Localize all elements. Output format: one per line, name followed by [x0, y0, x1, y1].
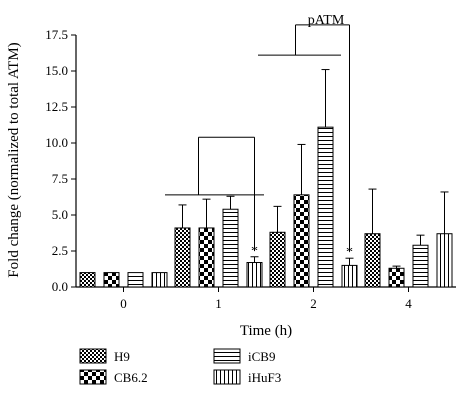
x-tick-label: 2 [310, 296, 317, 311]
bar-icb9-1 [222, 208, 239, 288]
bar-h9-1 [174, 227, 191, 288]
x-tick-label: 4 [405, 296, 412, 311]
bar-h9-4 [364, 233, 381, 288]
bar-cb6-2-2 [293, 194, 310, 288]
bar-cb6-2-0 [103, 272, 120, 288]
legend-label-ihuf3: iHuF3 [248, 370, 281, 385]
y-tick-label: 5.0 [52, 207, 68, 222]
bar-ihuf3-2 [341, 264, 358, 288]
chart-title: pATM [308, 13, 345, 28]
bar-h9-0 [79, 272, 96, 288]
legend: H9 CB6.2 iCB9 iHuF3 [79, 348, 281, 385]
significance-stars: * * [251, 244, 353, 260]
error-bars [178, 69, 449, 269]
bar-cb6-2-4 [388, 267, 405, 288]
bar-ihuf3-1 [246, 262, 263, 288]
y-tick-label: 7.5 [52, 171, 68, 186]
bar-ihuf3-0 [151, 272, 168, 288]
y-tick-label: 10.0 [45, 135, 68, 150]
x-tick-label: 0 [120, 296, 127, 311]
legend-swatch-icb9 [213, 348, 241, 364]
legend-label-h9: H9 [114, 349, 130, 364]
x-axis-title: Time (h) [240, 323, 292, 339]
bars [79, 126, 453, 288]
bar-icb9-0 [127, 272, 144, 288]
x-tick-label: 1 [215, 296, 222, 311]
bar-icb9-2 [317, 126, 334, 288]
y-tick-label: 0.0 [52, 279, 68, 294]
significance-star: * [251, 244, 258, 259]
bar-icb9-4 [412, 244, 429, 288]
y-tick-label: 2.5 [52, 243, 68, 258]
y-tick-label: 12.5 [45, 99, 68, 114]
legend-swatch-ihuf3 [213, 369, 241, 385]
y-tick-label: 15.0 [45, 63, 68, 78]
bar-ihuf3-4 [436, 233, 453, 288]
y-axis-title: Fold change (normalized to total ATM) [6, 42, 22, 277]
legend-label-cb6-2: CB6.2 [114, 370, 148, 385]
legend-swatch-h9 [79, 348, 107, 364]
bar-cb6-2-1 [198, 227, 215, 288]
y-tick-label: 17.5 [45, 27, 68, 42]
bar-h9-2 [269, 231, 286, 288]
legend-swatch-cb6-2 [79, 369, 107, 385]
legend-label-icb9: iCB9 [248, 349, 275, 364]
significance-star: * [346, 245, 353, 260]
significance-brackets [165, 24, 350, 251]
